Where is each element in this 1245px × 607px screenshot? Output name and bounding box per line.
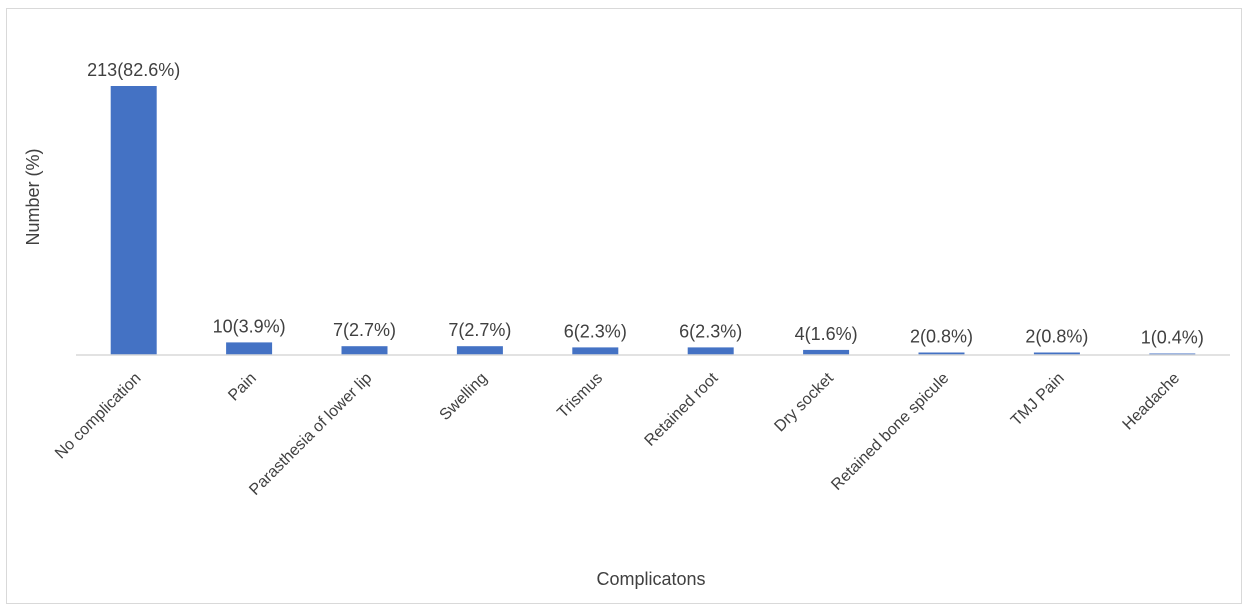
category-label-0: No complication	[52, 370, 145, 463]
chart-frame	[6, 8, 1242, 604]
data-label-7: 2(0.8%)	[910, 327, 973, 347]
bar-3	[456, 346, 503, 355]
category-label-7: Retained bone spicule	[828, 370, 952, 494]
bar-0	[110, 86, 157, 355]
category-label-3: Swelling	[437, 370, 491, 424]
bars-group	[110, 86, 1196, 355]
bar-6	[803, 349, 850, 355]
data-label-9: 1(0.4%)	[1141, 328, 1204, 348]
bar-4	[572, 347, 619, 355]
bar-8	[1033, 352, 1080, 355]
data-label-4: 6(2.3%)	[564, 321, 627, 341]
data-label-3: 7(2.7%)	[448, 320, 511, 340]
data-label-5: 6(2.3%)	[679, 321, 742, 341]
x-axis-title: Complicatons	[596, 569, 705, 589]
data-label-0: 213(82.6%)	[87, 60, 180, 80]
data-label-8: 2(0.8%)	[1025, 327, 1088, 347]
data-label-1: 10(3.9%)	[213, 316, 286, 336]
bar-2	[341, 346, 388, 355]
y-axis-title: Number (%)	[23, 148, 43, 245]
bar-1	[226, 342, 273, 355]
category-label-4: Trismus	[554, 370, 606, 422]
category-label-6: Dry socket	[771, 369, 837, 435]
data-labels-group: 213(82.6%) 10(3.9%) 7(2.7%) 7(2.7%) 6(2.3%) 6…	[87, 60, 1204, 348]
bar-7	[918, 352, 965, 355]
data-label-2: 7(2.7%)	[333, 320, 396, 340]
category-label-9: Headache	[1120, 370, 1184, 434]
data-label-6: 4(1.6%)	[795, 324, 858, 344]
category-label-5: Retained root	[642, 369, 722, 449]
category-label-1: Pain	[225, 370, 260, 405]
category-label-2: Parasthesia of lower lip	[246, 370, 375, 499]
bar-5	[687, 347, 734, 355]
category-label-8: TMJ Pain	[1008, 370, 1068, 430]
